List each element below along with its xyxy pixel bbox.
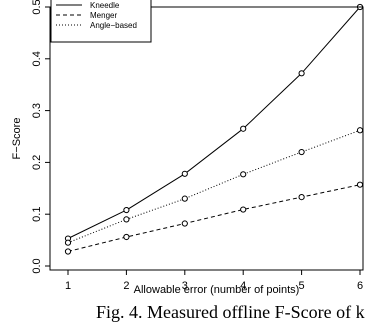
x-tick-label: 2 xyxy=(123,280,129,292)
plot-frame xyxy=(49,6,364,271)
data-point xyxy=(123,216,130,223)
legend-box xyxy=(50,0,152,43)
series-line-0 xyxy=(67,6,361,239)
data-point xyxy=(123,206,130,214)
x-tick-label: 6 xyxy=(357,280,363,292)
data-point xyxy=(64,239,72,246)
data-point xyxy=(240,206,247,213)
y-tick-label: 0.0 xyxy=(31,258,43,273)
data-point xyxy=(356,127,364,134)
data-point xyxy=(298,70,305,77)
x-tick-label: 1 xyxy=(65,280,71,292)
series-line-2 xyxy=(67,129,361,244)
data-point xyxy=(240,125,247,132)
legend-label: Menger xyxy=(90,11,117,20)
axes: 1 2 3 4 5 6 0.0 0.1 0.2 0.3 0.4 0.5 Allowable error … xyxy=(11,0,364,296)
data-point xyxy=(240,171,247,178)
legend-label: Angle−based xyxy=(90,21,137,30)
data-point xyxy=(123,233,130,241)
data-point xyxy=(64,248,72,255)
data-point xyxy=(298,148,305,156)
y-tick-label: 0.3 xyxy=(31,103,43,118)
data-point xyxy=(181,220,188,227)
y-tick-label: 0.2 xyxy=(31,155,43,170)
data-point xyxy=(181,195,188,202)
y-axis-label: F−Score xyxy=(11,118,23,160)
y-tick-label: 0.1 xyxy=(31,207,43,222)
data-point xyxy=(356,181,364,188)
data-point xyxy=(298,194,305,201)
legend-label: Kneedle xyxy=(90,1,120,10)
x-tick-label: 5 xyxy=(299,280,305,292)
figure-caption: Fig. 4. Measured offline F-Score of k xyxy=(96,302,365,322)
f-score-line-chart: 1 2 3 4 5 6 0.0 0.1 0.2 0.3 0.4 0.5 Allowable error … xyxy=(11,0,364,296)
x-axis-label: Allowable error (number of points) xyxy=(134,284,300,296)
plot-area xyxy=(64,3,364,255)
data-point xyxy=(181,170,188,177)
y-tick-label: 0.5 xyxy=(31,0,43,15)
y-tick-label: 0.4 xyxy=(31,51,43,66)
series-line-1 xyxy=(67,184,361,252)
x-tick-label: 4 xyxy=(240,280,246,292)
x-tick-label: 3 xyxy=(182,280,188,292)
